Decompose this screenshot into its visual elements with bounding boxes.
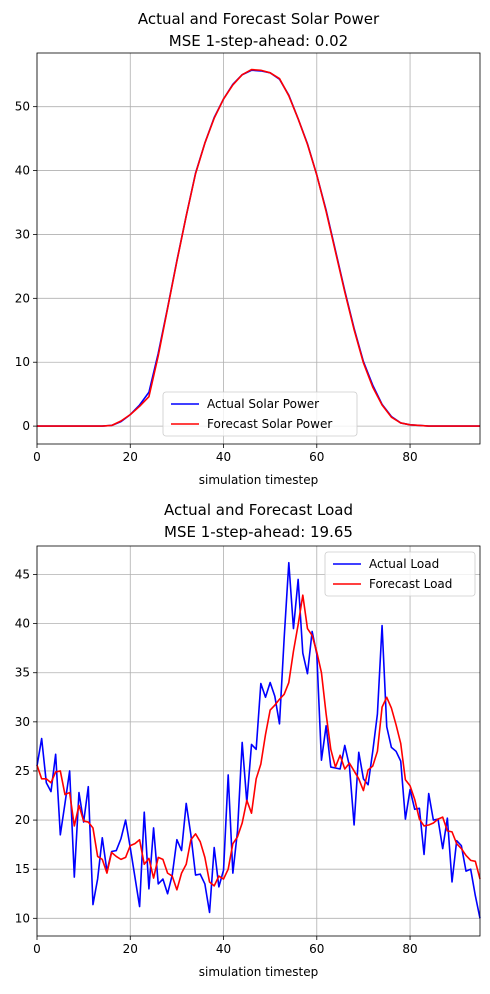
- solar-y-tick-label: 30: [15, 227, 30, 241]
- solar-y-tick-label: 0: [22, 419, 30, 433]
- load-y-tick-label: 45: [15, 567, 30, 581]
- load-y-tick-label: 15: [15, 862, 30, 876]
- solar-x-axis-label: simulation timestep: [199, 473, 318, 487]
- load-legend: Actual Load Forecast Load: [324, 551, 476, 597]
- solar-series-line-forecast: [37, 68, 480, 427]
- load-y-tick-label: 25: [15, 764, 30, 778]
- load-x-axis-label: simulation timestep: [199, 965, 318, 979]
- solar-plot-area: 0 20 40 60 80 0 10 20 30 40 50 Actual Solar Power Fo…: [15, 52, 481, 464]
- solar-chart-subtitle: MSE 1-step-ahead: 0.02: [169, 32, 348, 50]
- solar-legend-label: Forecast Solar Power: [207, 417, 332, 431]
- load-x-tick-label: 0: [33, 942, 41, 956]
- load-x-tick-label: 20: [123, 942, 138, 956]
- load-x-tick-label: 60: [309, 942, 324, 956]
- solar-y-tick-label: 50: [15, 100, 30, 114]
- load-x-tick-label: 80: [402, 942, 417, 956]
- load-y-tick-label: 30: [15, 715, 30, 729]
- load-y-tick-label: 35: [15, 666, 30, 680]
- load-axes-frame: [36, 545, 481, 937]
- solar-axes-frame: [36, 52, 481, 445]
- load-legend-label: Forecast Load: [369, 577, 452, 591]
- solar-y-tick-label: 20: [15, 291, 30, 305]
- solar-legend-box: [162, 391, 358, 437]
- load-plot-area: 0 20 40 60 80 10 15 20 25 30 35 40 45 Actual Load Fore…: [15, 545, 481, 956]
- solar-legend: Actual Solar Power Forecast Solar Power: [162, 391, 358, 437]
- solar-x-tick-label: 80: [402, 450, 417, 464]
- load-legend-label: Actual Load: [369, 557, 439, 571]
- load-legend-box: [324, 551, 476, 597]
- solar-y-tick-label: 10: [15, 355, 30, 369]
- solar-x-tick-label: 20: [123, 450, 138, 464]
- solar-legend-label: Actual Solar Power: [207, 397, 319, 411]
- load-chart-title: Actual and Forecast Load: [164, 501, 353, 519]
- load-y-tick-label: 20: [15, 813, 30, 827]
- load-x-tick-label: 40: [216, 942, 231, 956]
- solar-y-tick-label: 40: [15, 164, 30, 178]
- load-y-tick-label: 40: [15, 617, 30, 631]
- solar-chart: Actual and Forecast Solar Power MSE 1-st…: [15, 10, 481, 487]
- load-chart: Actual and Forecast Load MSE 1-step-ahea…: [15, 501, 481, 979]
- load-y-tick-label: 10: [15, 911, 30, 925]
- solar-x-tick-label: 0: [33, 450, 41, 464]
- load-series-line-forecast: [36, 594, 481, 891]
- solar-x-tick-label: 40: [216, 450, 231, 464]
- solar-chart-title: Actual and Forecast Solar Power: [138, 10, 380, 28]
- load-chart-subtitle: MSE 1-step-ahead: 19.65: [164, 523, 353, 541]
- solar-x-tick-label: 60: [309, 450, 324, 464]
